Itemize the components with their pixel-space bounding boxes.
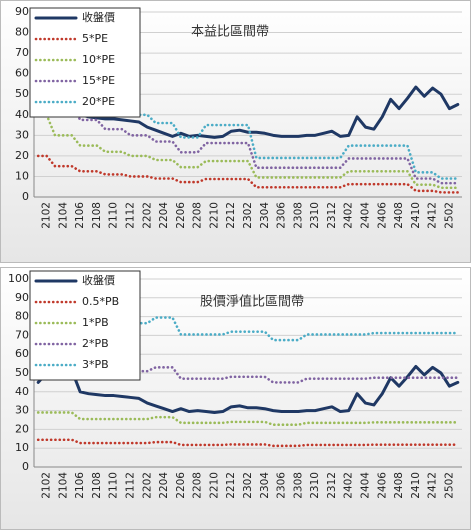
legend-box — [29, 270, 141, 381]
x-tick-label: 2412 — [427, 202, 439, 229]
legend-label: 20*PE — [82, 95, 115, 108]
legend-label: 10*PE — [82, 53, 115, 66]
x-tick-label: 2406 — [376, 202, 388, 229]
y-tick-label: 0 — [22, 190, 29, 203]
series-line — [36, 411, 460, 426]
series-line — [36, 438, 460, 448]
x-tick-label: 2104 — [57, 202, 69, 229]
y-tick-label: 100 — [8, 272, 29, 285]
x-tick-label: 2204 — [158, 202, 170, 229]
x-tick-label: 2102 — [41, 472, 53, 499]
x-tick-label: 2206 — [175, 202, 187, 229]
x-tick-label: 2202 — [141, 472, 153, 499]
x-tick-label: 2308 — [292, 472, 304, 499]
legend-label: 1*PB — [82, 316, 109, 329]
y-tick-label: 30 — [15, 128, 29, 141]
series-line — [36, 113, 460, 190]
x-tick-label: 2206 — [175, 472, 187, 499]
y-tick-label: 90 — [15, 5, 29, 18]
x-tick-label: 2106 — [74, 202, 86, 229]
x-tick-label: 2502 — [443, 472, 455, 499]
x-tick-label: 2112 — [125, 202, 137, 229]
series-line — [36, 72, 460, 185]
x-tick-label: 2306 — [276, 472, 288, 499]
x-tick-label: 2410 — [410, 472, 422, 499]
legend-label: 2*PB — [82, 337, 109, 350]
x-tick-label: 2110 — [108, 202, 120, 229]
x-tick-label: 2204 — [158, 472, 170, 499]
x-tick-label: 2106 — [74, 472, 86, 499]
series-line — [36, 154, 460, 194]
x-tick-label: 2310 — [309, 472, 321, 499]
x-tick-label: 2408 — [393, 202, 405, 229]
y-tick-label: 70 — [15, 328, 29, 341]
x-tick-label: 2306 — [276, 202, 288, 229]
y-tick-label: 60 — [15, 347, 29, 360]
x-tick-label: 2112 — [125, 472, 137, 499]
series-line — [36, 85, 460, 139]
x-tick-label: 2404 — [359, 472, 371, 499]
y-tick-label: 90 — [15, 291, 29, 304]
x-tick-label: 2406 — [376, 472, 388, 499]
x-tick-label: 2210 — [208, 202, 220, 229]
x-tick-label: 2202 — [141, 202, 153, 229]
y-tick-label: 60 — [15, 67, 29, 80]
x-tick-label: 2108 — [91, 202, 103, 229]
x-tick-label: 2410 — [410, 202, 422, 229]
legend-box — [29, 7, 141, 118]
y-tick-label: 20 — [15, 422, 29, 435]
x-tick-label: 2310 — [309, 202, 321, 229]
x-tick-label: 2304 — [259, 202, 271, 229]
x-tick-label: 2212 — [225, 202, 237, 229]
y-tick-label: 10 — [15, 169, 29, 182]
y-tick-label: 40 — [15, 385, 29, 398]
x-tick-label: 2302 — [242, 472, 254, 499]
legend-label: 3*PB — [82, 358, 109, 371]
y-tick-label: 20 — [15, 149, 29, 162]
x-tick-label: 2208 — [192, 472, 204, 499]
x-tick-label: 2110 — [108, 472, 120, 499]
chart-title: 股價淨值比區間帶 — [200, 294, 304, 310]
x-tick-label: 2502 — [443, 202, 455, 229]
x-tick-label: 2308 — [292, 202, 304, 229]
x-tick-label: 2408 — [393, 472, 405, 499]
x-tick-label: 2102 — [41, 202, 53, 229]
legend-label: 5*PE — [82, 32, 108, 45]
y-tick-label: 40 — [15, 108, 29, 121]
y-tick-label: 70 — [15, 46, 29, 59]
x-tick-label: 2312 — [326, 202, 338, 229]
x-tick-label: 2210 — [208, 472, 220, 499]
series-line — [36, 364, 460, 414]
x-tick-label: 2302 — [242, 202, 254, 229]
y-tick-label: 80 — [15, 26, 29, 39]
legend-label: 15*PE — [82, 74, 115, 87]
legend-label: 收盤價 — [82, 10, 115, 24]
y-tick-label: 10 — [15, 441, 29, 454]
x-tick-label: 2404 — [359, 202, 371, 229]
x-tick-label: 2402 — [343, 472, 355, 499]
x-tick-label: 2108 — [91, 472, 103, 499]
x-tick-label: 2212 — [225, 472, 237, 499]
x-tick-label: 2402 — [343, 202, 355, 229]
x-tick-label: 2412 — [427, 472, 439, 499]
y-tick-label: 50 — [15, 87, 29, 100]
x-tick-label: 2304 — [259, 472, 271, 499]
y-tick-label: 30 — [15, 404, 29, 417]
x-tick-label: 2312 — [326, 472, 338, 499]
y-tick-label: 50 — [15, 366, 29, 379]
legend-label: 0.5*PB — [82, 295, 119, 308]
chart-title: 本益比區間帶 — [191, 25, 269, 40]
y-tick-label: 0 — [22, 460, 29, 473]
legend-label: 收盤價 — [82, 273, 115, 287]
x-tick-label: 2104 — [57, 472, 69, 499]
x-tick-label: 2208 — [192, 202, 204, 229]
y-tick-label: 80 — [15, 310, 29, 323]
